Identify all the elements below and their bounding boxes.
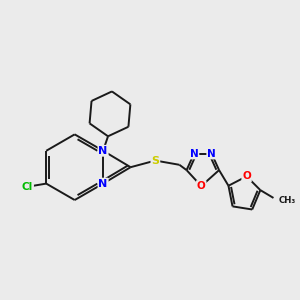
Text: N: N — [207, 148, 216, 158]
Text: N: N — [98, 146, 108, 156]
Text: N: N — [190, 148, 198, 158]
Text: O: O — [197, 181, 206, 191]
Text: CH₃: CH₃ — [279, 196, 296, 205]
Text: O: O — [242, 171, 251, 182]
Text: Cl: Cl — [22, 182, 33, 192]
Text: N: N — [98, 178, 108, 189]
Text: S: S — [152, 156, 159, 166]
